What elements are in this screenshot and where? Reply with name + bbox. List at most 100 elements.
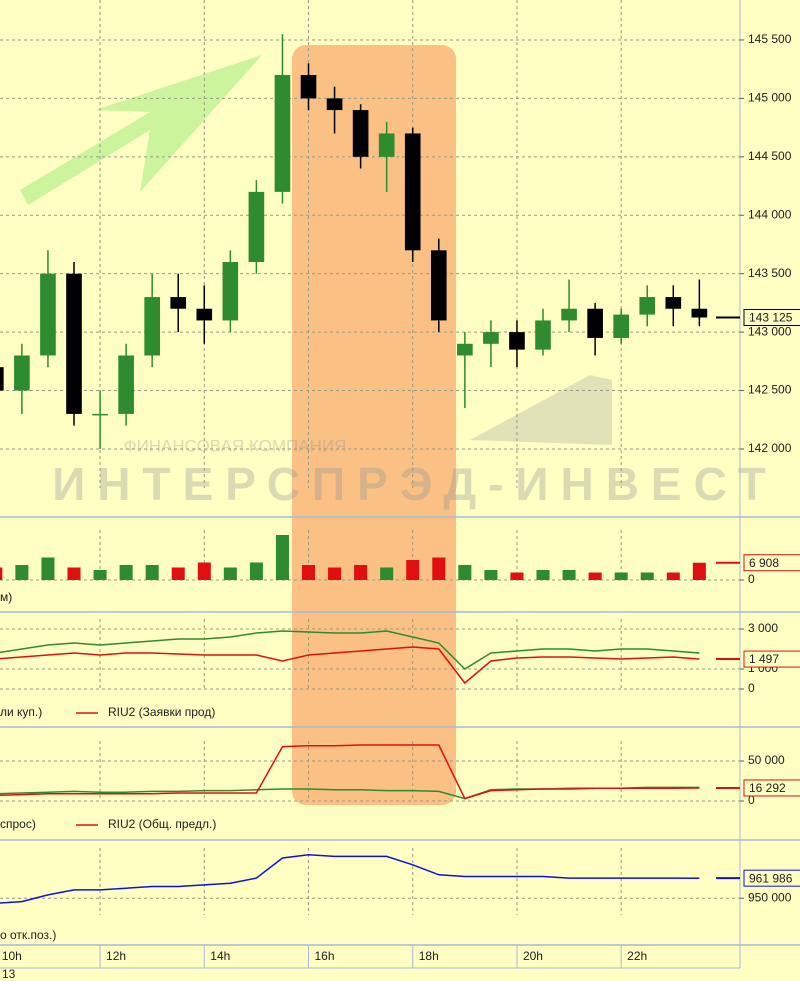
x-tick-label: 22h (627, 949, 647, 963)
candle-body (92, 413, 108, 416)
volume-bar (119, 565, 133, 580)
volume-bar (354, 565, 368, 580)
volume-bar (171, 567, 185, 580)
volume-bar (562, 570, 576, 580)
y-tick-label: 144 000 (748, 207, 792, 221)
candle-body (118, 355, 134, 414)
candle-body (639, 297, 656, 315)
arrow (20, 55, 262, 205)
volume-bar (588, 572, 602, 580)
y-tick-label: 950 000 (748, 890, 792, 904)
candle-body (378, 133, 395, 157)
volume-bar (197, 562, 211, 580)
volume-bar (67, 567, 81, 580)
volume-bar (432, 557, 446, 580)
volume-bar (406, 560, 420, 580)
volume-bar (249, 562, 263, 580)
candle-body (561, 308, 577, 321)
last-value-box (743, 779, 800, 797)
y-tick-label: 0 (748, 681, 755, 695)
candle-body (535, 320, 551, 350)
volume-bar (145, 565, 159, 580)
legend-label: ли куп.) (0, 705, 42, 719)
volume-bar (0, 567, 3, 580)
last-value-label: 16 292 (749, 781, 786, 795)
x-tick-label: 14h (210, 949, 230, 963)
candle-body (613, 314, 629, 338)
candle-body (14, 355, 30, 391)
last-value-label: 6 908 (749, 556, 779, 570)
candle-body (587, 308, 603, 338)
x-tick-label: 12h (106, 949, 126, 963)
candle-body (457, 343, 473, 356)
y-tick-label: 50 000 (748, 753, 785, 767)
last-value-box (743, 309, 800, 327)
legend-label: м) (0, 590, 12, 604)
candle-body (196, 308, 213, 321)
candle-body (248, 191, 265, 262)
candle-body (170, 297, 187, 309)
candle-body (0, 367, 4, 391)
volume-bar (328, 567, 342, 580)
candle-body (40, 273, 56, 356)
volume-bar (458, 565, 472, 580)
candle-body (144, 297, 160, 356)
last-value-box (743, 650, 800, 668)
y-tick-label: 145 500 (748, 32, 792, 46)
watermark: ИНТЕРСПРЭД-ИНВЕСТ (52, 458, 778, 510)
volume-bar (614, 572, 628, 580)
y-tick-label: 143 000 (748, 324, 792, 338)
legend-label: RIU2 (Заявки прод) (108, 705, 215, 719)
series-line (0, 630, 700, 670)
y-tick-label: 3 000 (748, 621, 778, 635)
last-value-box (743, 554, 800, 572)
last-value-label: 143 125 (749, 311, 793, 325)
last-value-label: 961 986 (749, 871, 793, 885)
last-value-label: 1 497 (749, 652, 779, 666)
y-tick-label: 0 (748, 793, 755, 807)
y-tick-label: 144 500 (748, 149, 792, 163)
volume-bar (640, 572, 654, 580)
legend-label: RIU2 (Общ. предл.) (108, 817, 216, 831)
y-tick-label: 143 500 (748, 266, 792, 280)
volume-bar (380, 567, 394, 580)
volume-bar (275, 535, 289, 580)
x-tick-label: 20h (523, 949, 543, 963)
x-tick-label: 10h (2, 949, 22, 963)
volume-bar (510, 572, 524, 580)
candle-body (483, 332, 499, 344)
last-value-box (743, 869, 800, 887)
y-tick-label: 145 000 (748, 91, 792, 105)
candle-body (274, 75, 291, 192)
y-tick-label: 142 000 (748, 441, 792, 455)
candle-body (665, 297, 682, 309)
volume-bar (301, 565, 316, 580)
candle-body (326, 98, 343, 111)
legend-label: спрос) (0, 817, 36, 831)
candle-body (300, 75, 317, 99)
candle-body (66, 273, 82, 414)
series-line (0, 646, 700, 685)
candle-body (691, 308, 708, 318)
volume-bar (15, 565, 29, 580)
series-line (0, 744, 700, 800)
y-tick-label: 142 500 (748, 383, 792, 397)
candle-body (509, 332, 525, 350)
candle-body (430, 250, 447, 321)
logo (470, 375, 612, 445)
y-tick-label: 0 (748, 572, 755, 586)
date-label: 13 (2, 967, 16, 981)
volume-bar (536, 570, 550, 580)
volume-bar (41, 557, 55, 580)
volume-bar (223, 567, 237, 580)
volume-bar (692, 562, 706, 580)
candle-body (404, 133, 421, 251)
legend-label: о отк.поз.) (0, 928, 56, 942)
volume-bar (666, 572, 680, 580)
candle-body (352, 110, 369, 157)
x-tick-label: 16h (315, 949, 335, 963)
volume-bar (484, 570, 498, 580)
candle-body (222, 261, 239, 321)
